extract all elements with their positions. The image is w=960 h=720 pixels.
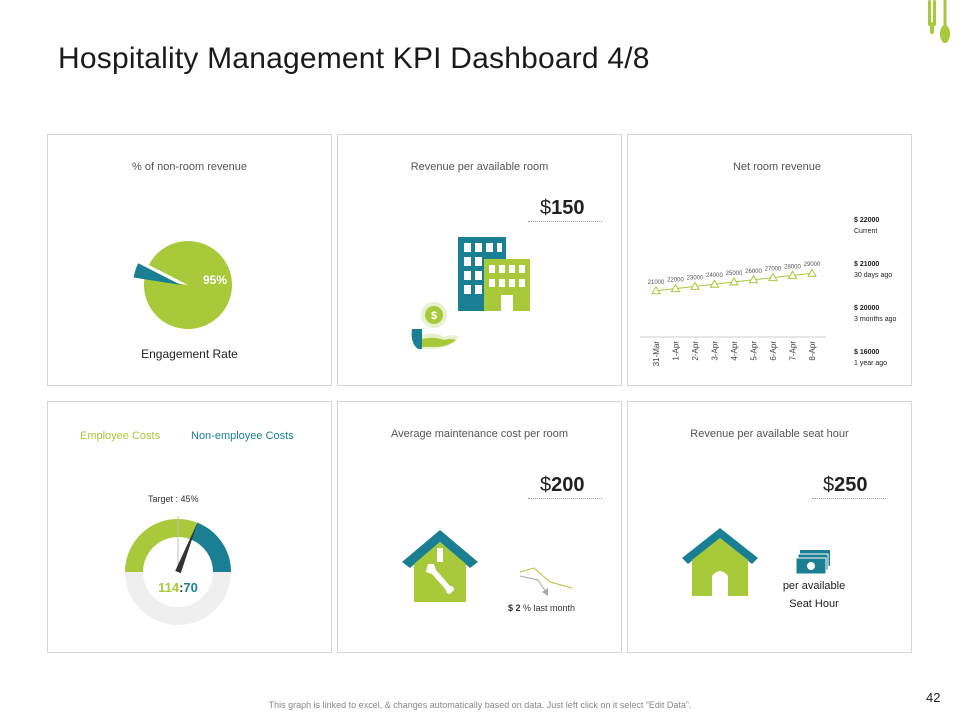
value-underline bbox=[528, 498, 602, 499]
panel-revpar: Revenue per available room $150 $ bbox=[337, 134, 622, 386]
revpash-caption-line1: per available bbox=[782, 580, 846, 592]
non-room-revenue-pie[interactable]: 95% bbox=[128, 235, 248, 335]
data-point bbox=[690, 281, 700, 290]
x-tick-label: 5-Apr bbox=[750, 341, 759, 361]
building-icon bbox=[458, 237, 530, 311]
x-tick-label: 3-Apr bbox=[711, 341, 720, 361]
panel-non-room-revenue: % of non-room revenue 95% Engagement Rat… bbox=[47, 134, 332, 386]
cost-ratio-gauge[interactable]: 114:70 bbox=[118, 508, 238, 628]
panel-title: Revenue per available seat hour bbox=[690, 428, 849, 440]
legend-value: $ 21000 bbox=[854, 261, 880, 268]
money-hand-icon: $ bbox=[411, 302, 458, 349]
trend-down-icon bbox=[519, 567, 573, 596]
data-point bbox=[651, 285, 661, 295]
legend-entry: $ 21000 30 days ago bbox=[854, 259, 892, 281]
gauge-needle bbox=[175, 521, 198, 574]
revpash-caption-line2: Seat Hour bbox=[789, 598, 839, 610]
data-label: 23000 bbox=[687, 275, 704, 281]
data-point bbox=[729, 276, 739, 286]
data-point bbox=[807, 268, 817, 277]
panel-maintenance-cost: Average maintenance cost per room $200 $… bbox=[337, 401, 622, 653]
target-label: Target : 45% bbox=[148, 494, 199, 504]
legend-value: $ 20000 bbox=[854, 305, 880, 312]
x-tick-label: 8-Apr bbox=[808, 341, 817, 361]
pie-slice-non-room bbox=[144, 241, 232, 329]
cash-stack-icon bbox=[796, 550, 830, 575]
data-point bbox=[670, 283, 681, 293]
house-icon bbox=[682, 528, 758, 596]
panel-title: Net room revenue bbox=[732, 161, 821, 173]
panel-net-room-revenue: Net room revenue 21000 22000 23000 24000 250… bbox=[627, 134, 912, 386]
revpar-value: $150 bbox=[540, 197, 585, 219]
data-label: 25000 bbox=[726, 271, 743, 277]
data-label: 29000 bbox=[804, 262, 821, 268]
pie-slice-other bbox=[133, 263, 181, 285]
data-label: 21000 bbox=[648, 280, 665, 286]
legend-entry: $ 22000 Current bbox=[854, 215, 879, 237]
gauge-non-employee-arc bbox=[190, 522, 231, 573]
panel-title: % of non-room revenue bbox=[132, 161, 247, 173]
panel-title: Revenue per available room bbox=[410, 161, 549, 173]
value-underline bbox=[812, 498, 886, 499]
legend-label: 30 days ago bbox=[854, 272, 893, 279]
data-point bbox=[787, 270, 798, 279]
panel-title: Average maintenance cost per room bbox=[390, 428, 569, 440]
x-tick-label: 31-Mar bbox=[652, 341, 661, 367]
data-label: 28000 bbox=[784, 264, 801, 270]
x-tick-label: 6-Apr bbox=[769, 341, 778, 361]
x-tick-label: 7-Apr bbox=[789, 341, 798, 361]
legend-employee-costs: Employee Costs bbox=[80, 430, 161, 442]
house-wrench-icon bbox=[402, 530, 478, 602]
gauge-employee-arc bbox=[125, 519, 198, 573]
legend-label: 1 year ago bbox=[854, 360, 888, 367]
svg-text:$: $ bbox=[431, 310, 437, 322]
panel-costs: Employee Costs Non-employee Costs Target… bbox=[47, 401, 332, 653]
engagement-caption: Engagement Rate bbox=[141, 347, 238, 361]
legend-label: Current bbox=[854, 228, 878, 235]
legend-entry: $ 16000 1 year ago bbox=[854, 347, 887, 369]
data-label: 22000 bbox=[667, 278, 684, 284]
value-underline bbox=[528, 221, 602, 222]
data-label: 24000 bbox=[706, 273, 723, 279]
data-point bbox=[709, 279, 720, 288]
fork-spoon-icon bbox=[928, 0, 950, 43]
cost-ratio-value: 114:70 bbox=[158, 580, 198, 595]
legend-label: 3 months ago bbox=[854, 316, 897, 323]
data-label: 26000 bbox=[745, 269, 762, 275]
legend-value: $ 16000 bbox=[854, 349, 880, 356]
x-tick-label: 1-Apr bbox=[672, 341, 681, 361]
revpash-value: $250 bbox=[823, 474, 868, 496]
panel-revpash: Revenue per available seat hour $250 per… bbox=[627, 401, 912, 653]
data-label: 27000 bbox=[765, 267, 782, 273]
data-point bbox=[768, 272, 778, 282]
page-title: Hospitality Management KPI Dashboard 4/8 bbox=[58, 42, 650, 75]
legend-value: $ 22000 bbox=[854, 217, 880, 224]
net-room-revenue-chart[interactable]: 21000 22000 23000 24000 25000 26000 27000 28000… bbox=[640, 205, 840, 385]
pie-value-label: 95% bbox=[203, 273, 227, 287]
data-point bbox=[748, 274, 759, 284]
page-number: 42 bbox=[926, 690, 941, 705]
maintenance-trend: $ 2 % last month bbox=[508, 603, 576, 613]
x-tick-label: 4-Apr bbox=[730, 341, 739, 361]
legend-entry: $ 20000 3 months ago bbox=[854, 303, 896, 325]
footer-note: This graph is linked to excel, & changes… bbox=[268, 700, 692, 710]
legend-non-employee-costs: Non-employee Costs bbox=[191, 430, 294, 442]
x-tick-label: 2-Apr bbox=[691, 341, 700, 361]
maintenance-value: $200 bbox=[540, 474, 585, 496]
